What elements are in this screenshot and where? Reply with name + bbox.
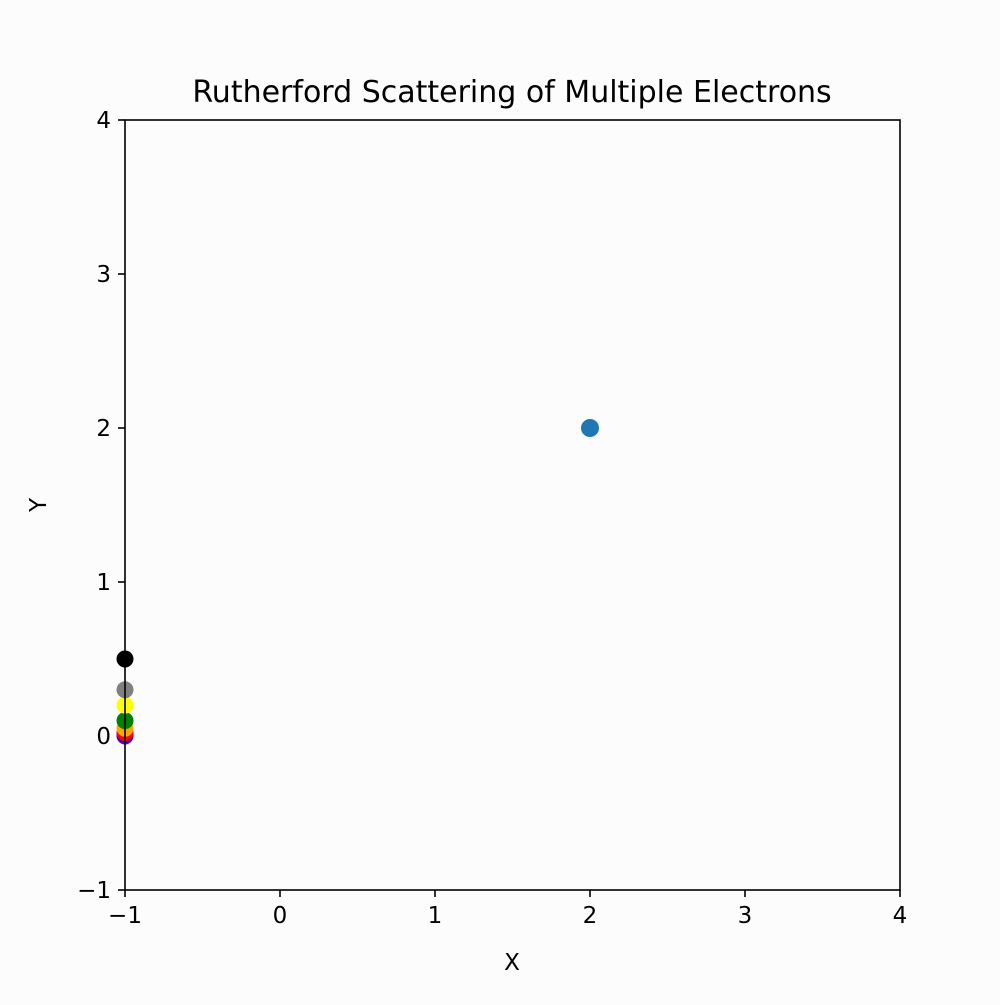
y-tick-label: 1 <box>96 570 111 596</box>
x-tick-label: 2 <box>583 903 598 929</box>
y-tick-label: 3 <box>96 262 111 288</box>
y-axis-label: Y <box>26 497 52 513</box>
x-tick-label: 4 <box>893 903 908 929</box>
x-tick-label: 3 <box>738 903 753 929</box>
ticks-layer: −1 0 1 2 3 4 −1 0 1 2 3 4 <box>77 108 907 929</box>
y-tick-label: 2 <box>96 416 111 442</box>
y-tick-label: 0 <box>96 724 111 750</box>
x-axis-label: X <box>504 950 520 976</box>
chart-title: Rutherford Scattering of Multiple Electr… <box>192 75 831 110</box>
x-tick-label: 0 <box>273 903 288 929</box>
y-tick-label: −1 <box>77 878 111 904</box>
x-tick-label: −1 <box>108 903 142 929</box>
nucleus-point <box>581 419 599 437</box>
x-tick-label: 1 <box>428 903 443 929</box>
y-tick-label: 4 <box>96 108 111 134</box>
plot-area <box>125 120 900 890</box>
plot-frame <box>124 119 901 891</box>
